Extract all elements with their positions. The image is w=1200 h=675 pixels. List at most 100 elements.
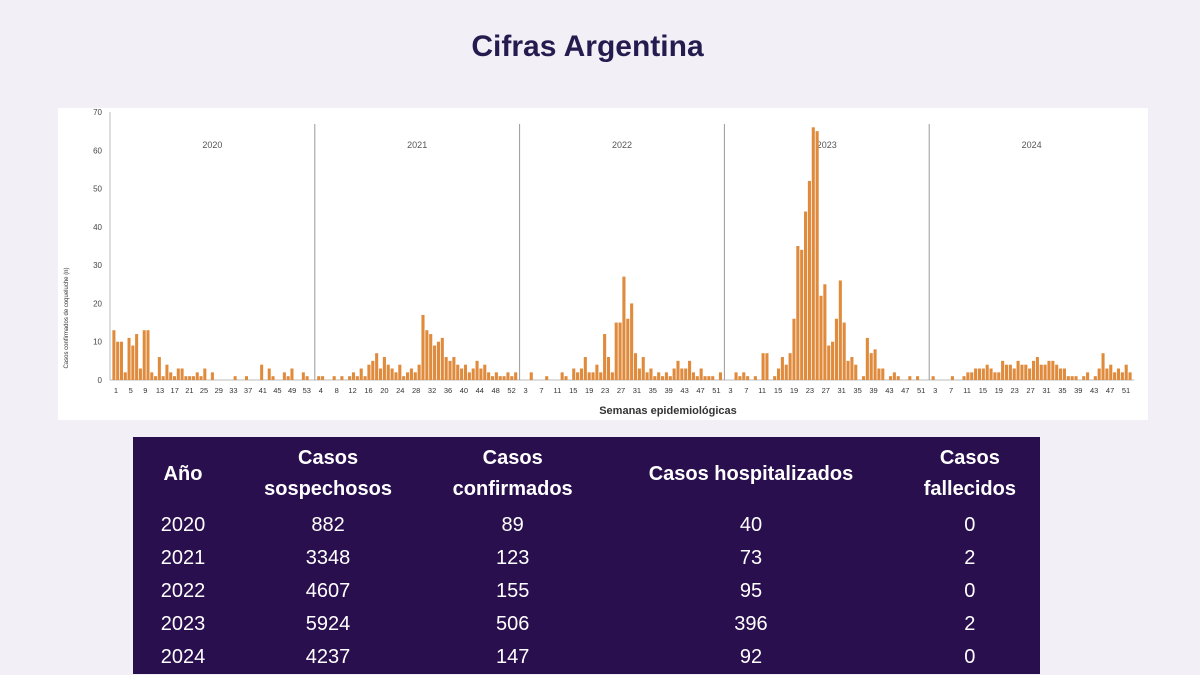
bar — [997, 372, 1001, 380]
bar — [819, 295, 823, 380]
x-tick-label: 7 — [744, 386, 748, 395]
bar — [301, 372, 305, 380]
x-tick-label: 45 — [273, 386, 281, 395]
cell-year: 2021 — [160, 547, 206, 569]
bar — [618, 322, 622, 380]
bar — [1004, 364, 1009, 380]
bar — [834, 318, 838, 380]
bar — [610, 372, 614, 380]
bar — [386, 364, 390, 380]
bar — [746, 376, 750, 380]
y-tick-label: 30 — [93, 261, 102, 270]
bar — [792, 318, 796, 380]
bar — [355, 376, 359, 380]
bar — [850, 357, 854, 380]
x-tick-label: 3 — [933, 386, 937, 395]
bar — [1039, 364, 1043, 380]
bar — [1028, 368, 1032, 380]
cell-suspected: 4237 — [305, 646, 351, 668]
x-axis-label: Semanas epidemiológicas — [599, 405, 737, 417]
bar — [684, 368, 688, 380]
bar — [1055, 364, 1059, 380]
bar — [413, 372, 417, 380]
cell-confirmed: 155 — [495, 580, 530, 602]
bar — [332, 376, 336, 380]
x-tick-label: 31 — [633, 386, 641, 395]
bar — [653, 376, 657, 380]
x-tick-label: 3 — [728, 386, 732, 395]
bar — [985, 364, 989, 380]
bar — [429, 334, 433, 380]
bar — [796, 246, 800, 380]
bar — [703, 376, 707, 380]
bar — [1062, 368, 1066, 380]
bar — [305, 376, 309, 380]
bar — [603, 334, 607, 380]
bar — [169, 372, 173, 380]
x-tick-label: 15 — [774, 386, 782, 395]
bar — [831, 341, 835, 380]
bar-chart: Casos confirmados de coqueluche (n) Sema… — [64, 108, 1134, 417]
x-tick-label: 51 — [917, 386, 925, 395]
bar — [761, 353, 765, 380]
header-year: Año — [163, 462, 203, 485]
bar — [409, 368, 413, 380]
bar — [382, 357, 386, 380]
bar — [811, 127, 815, 380]
x-tick-label: 48 — [492, 386, 500, 395]
bar — [502, 376, 506, 380]
x-tick-label: 3 — [524, 386, 528, 395]
bar — [351, 372, 356, 380]
bar — [1082, 376, 1086, 380]
x-tick-label: 7 — [949, 386, 953, 395]
bar — [119, 341, 123, 380]
cell-confirmed: 123 — [495, 547, 530, 569]
x-tick-label: 8 — [335, 386, 339, 395]
x-tick-label: 11 — [554, 386, 562, 395]
bar — [138, 368, 142, 380]
bar — [773, 376, 777, 380]
bar — [560, 372, 564, 380]
bar — [282, 372, 286, 380]
bar — [846, 360, 850, 380]
chart-panel: Casos confirmados de coqueluche (n) Sema… — [58, 108, 1148, 420]
panel-year-label: 2024 — [1022, 140, 1042, 150]
bar — [123, 372, 127, 380]
bar — [448, 360, 452, 380]
bar — [981, 368, 985, 380]
bar — [1066, 376, 1070, 380]
y-tick-label: 50 — [93, 185, 102, 194]
bar — [290, 368, 294, 380]
x-tick-label: 19 — [995, 386, 1003, 395]
bar — [966, 372, 970, 380]
bar — [514, 372, 518, 380]
bar — [931, 376, 935, 380]
bar — [599, 372, 603, 380]
x-tick-label: 28 — [412, 386, 420, 395]
cell-confirmed: 89 — [501, 514, 524, 536]
bar — [1128, 372, 1132, 380]
x-tick-label: 37 — [244, 386, 252, 395]
bar — [680, 368, 684, 380]
bar — [691, 372, 695, 380]
x-tick-label: 32 — [428, 386, 436, 395]
bar — [510, 376, 514, 380]
bar — [157, 357, 161, 380]
bar — [823, 284, 827, 380]
bar — [672, 368, 676, 380]
cell-suspected: 3348 — [305, 547, 351, 569]
bar — [854, 364, 858, 380]
bar — [1051, 360, 1055, 380]
bar — [630, 303, 634, 380]
bar — [993, 372, 997, 380]
panel-year-label: 2023 — [817, 140, 837, 150]
bar — [348, 376, 352, 380]
bar — [112, 330, 116, 380]
x-tick-label: 44 — [476, 386, 484, 395]
bar — [1113, 372, 1117, 380]
bar — [645, 372, 649, 380]
cell-hospitalized: 92 — [739, 646, 763, 668]
bar — [378, 368, 383, 380]
bar — [359, 368, 363, 380]
bar — [606, 357, 611, 380]
